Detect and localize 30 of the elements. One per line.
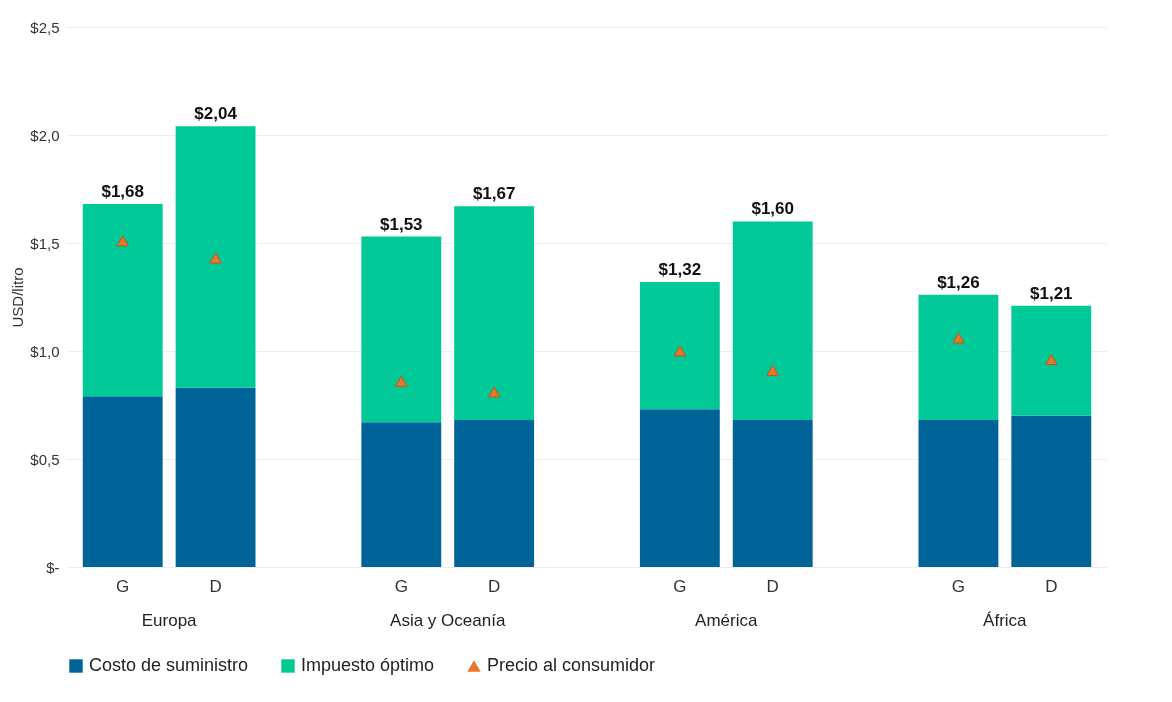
text: Europa xyxy=(141,611,198,630)
y-axis-title: USD/litro xyxy=(9,267,27,328)
text: América xyxy=(695,611,758,630)
total-label: $1,53 xyxy=(380,214,423,234)
x-tick-label: G xyxy=(951,577,966,596)
x-tick-label: D xyxy=(1045,577,1058,596)
legend-label: Precio al consumidor xyxy=(487,655,656,675)
y-tick-label: $- xyxy=(46,558,60,576)
x-tick-label: G xyxy=(394,577,408,596)
text: África xyxy=(983,611,1028,630)
y-tick-label: $0,5 xyxy=(30,450,60,468)
total-label: $1,32 xyxy=(658,259,702,279)
total-label: $2,04 xyxy=(194,104,238,124)
x-tick-label: G xyxy=(673,577,687,596)
y-tick-label: $1,5 xyxy=(30,234,60,252)
y-tick-label: $1,0 xyxy=(30,342,60,360)
text: Asia y Oceanía xyxy=(390,611,506,630)
legend-label: Costo de suministro xyxy=(89,655,249,675)
y-tick-label: $2,5 xyxy=(30,18,60,36)
total-label: $1,26 xyxy=(937,272,980,292)
x-tick-label: D xyxy=(766,577,779,596)
total-label: $1,60 xyxy=(751,199,794,219)
legend-label: Impuesto óptimo xyxy=(301,655,435,675)
y-tick-label: $2,0 xyxy=(30,126,60,144)
total-label: $1,21 xyxy=(1030,283,1073,303)
x-tick-label: D xyxy=(209,577,222,596)
total-label: $1,67 xyxy=(472,184,516,204)
x-tick-label: D xyxy=(488,577,501,596)
total-label: $1,68 xyxy=(101,182,144,202)
x-tick-label: G xyxy=(116,577,130,596)
